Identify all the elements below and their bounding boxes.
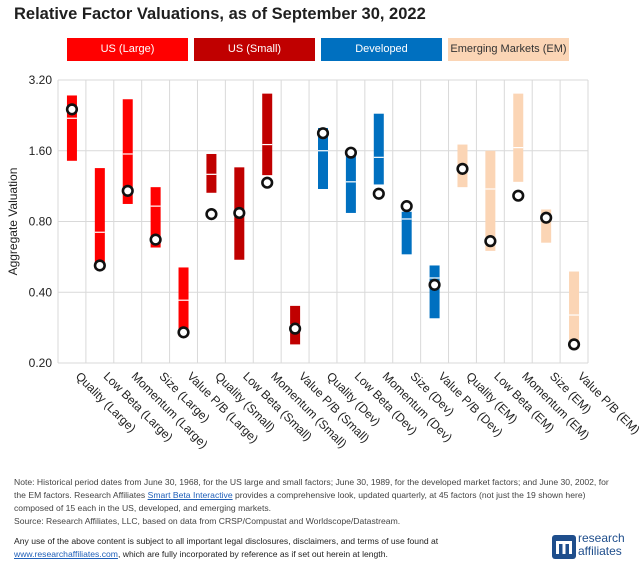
footnote-line-3: composed of 15 each in the US, developed… [14,503,272,513]
disclaimer-line-2-text: , which are fully incorporated by refere… [117,549,388,559]
footnote-line-1: Note: Historical period dates from June … [14,477,609,487]
range-bar [150,187,161,248]
disclaimer-line-1: Any use of the above content is subject … [14,536,439,546]
footnote-line-2: the EM factors. Research Affiliates Smar… [14,489,628,502]
range-bar [401,211,412,255]
logo-text-line-2: affiliates [578,543,622,558]
range-bar [94,168,105,270]
footnote: Note: Historical period dates from June … [14,476,628,528]
smart-beta-interactive-link[interactable]: Smart Beta Interactive [147,490,233,500]
current-value-marker [372,187,385,200]
range-bar [122,99,133,204]
y-tick-label: 1.60 [29,144,53,158]
range-bar [373,113,384,185]
footnote-line-2-text: the EM factors. Research Affiliates [14,490,148,500]
current-value-marker [149,233,162,246]
chart-title: Relative Factor Valuations, as of Septem… [14,5,426,23]
legend-us-large: US (Large) [67,38,188,61]
current-value-marker [512,189,525,202]
legend-us-small: US (Small) [194,38,315,61]
range-bar [318,127,328,189]
range-bar [178,267,189,337]
current-value-marker [65,103,79,116]
current-value-marker [205,208,218,221]
y-axis-label: Aggregate Valuation [6,168,20,276]
current-value-marker [484,235,497,248]
range-bar [541,209,552,243]
legend-emerging-markets: Emerging Markets (EM) [448,38,569,61]
disclaimer: Any use of the above content is subject … [14,535,514,561]
current-value-marker [567,338,581,351]
range-bar [485,150,496,251]
y-tick-label: 0.20 [29,356,53,370]
current-value-marker [540,211,553,224]
range-bar [569,271,580,349]
y-tick-label: 3.20 [29,73,53,87]
source-note: Source: Research Affiliates, LLC, based … [14,516,401,526]
current-value-marker [316,127,330,140]
disclaimer-line-2: www.researchaffiliates.com, which are fu… [14,548,514,561]
range-bar [513,93,524,182]
current-value-marker [233,206,246,220]
current-value-marker [456,162,469,175]
research-affiliates-logo: research affiliates [552,530,634,564]
current-value-marker [289,322,302,335]
current-value-marker [344,146,357,159]
current-value-marker [428,278,441,291]
footnote-line-2-rest: provides a comprehensive look, updated q… [232,490,586,500]
current-value-marker [121,184,134,197]
range-bar [429,265,440,319]
y-tick-label: 0.40 [29,285,53,299]
current-value-marker [93,259,106,272]
legend-developed: Developed [321,38,442,61]
y-tick-label: 0.80 [29,215,53,229]
logo-text: research affiliates [578,532,625,557]
current-value-marker [400,200,413,213]
current-value-marker [177,326,190,339]
range-bar [262,93,273,176]
logo-text-line-1: research [578,531,625,545]
research-affiliates-link[interactable]: www.researchaffiliates.com [14,549,118,559]
current-value-marker [261,176,274,189]
range-bar [66,95,77,161]
logo-mark-icon [552,535,576,559]
range-bar [206,153,217,193]
